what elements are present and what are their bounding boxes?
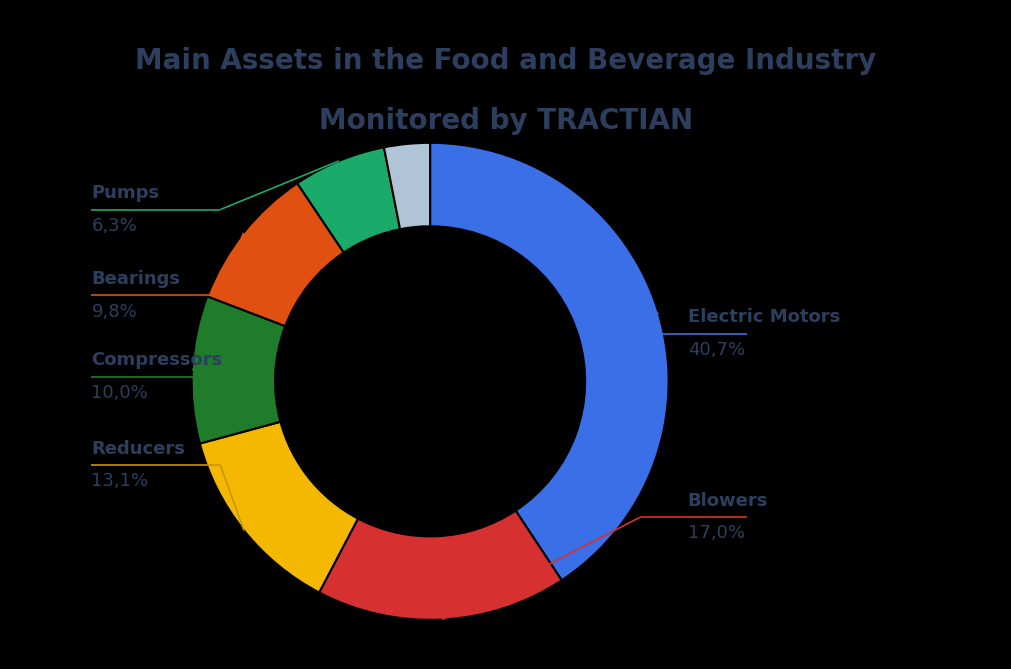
- Wedge shape: [297, 147, 399, 253]
- Wedge shape: [207, 183, 344, 326]
- Text: 17,0%: 17,0%: [687, 524, 744, 543]
- Text: Pumps: Pumps: [91, 185, 160, 203]
- Wedge shape: [191, 296, 285, 444]
- Text: Compressors: Compressors: [91, 351, 222, 369]
- Text: 6,3%: 6,3%: [91, 217, 137, 235]
- Text: 9,8%: 9,8%: [91, 302, 137, 320]
- Text: Main Assets in the Food and Beverage Industry: Main Assets in the Food and Beverage Ind…: [135, 47, 876, 75]
- Wedge shape: [430, 142, 668, 580]
- Wedge shape: [383, 142, 430, 229]
- Text: 40,7%: 40,7%: [687, 341, 744, 359]
- Text: 10,0%: 10,0%: [91, 384, 148, 401]
- Text: Bearings: Bearings: [91, 270, 180, 288]
- Wedge shape: [318, 510, 561, 620]
- Wedge shape: [199, 421, 358, 593]
- Text: Blowers: Blowers: [687, 492, 767, 510]
- Text: Electric Motors: Electric Motors: [687, 308, 839, 326]
- Text: Reducers: Reducers: [91, 440, 185, 458]
- Text: Monitored by TRACTIAN: Monitored by TRACTIAN: [318, 107, 693, 135]
- Text: 13,1%: 13,1%: [91, 472, 149, 490]
